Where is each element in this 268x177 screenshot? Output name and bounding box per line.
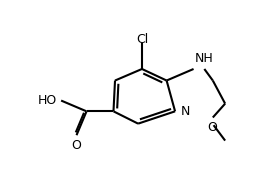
Text: Cl: Cl	[136, 33, 148, 46]
Text: NH: NH	[194, 52, 213, 65]
Text: O: O	[207, 121, 217, 134]
Text: O: O	[72, 139, 81, 152]
Text: HO: HO	[38, 94, 57, 107]
Text: N: N	[180, 105, 190, 118]
